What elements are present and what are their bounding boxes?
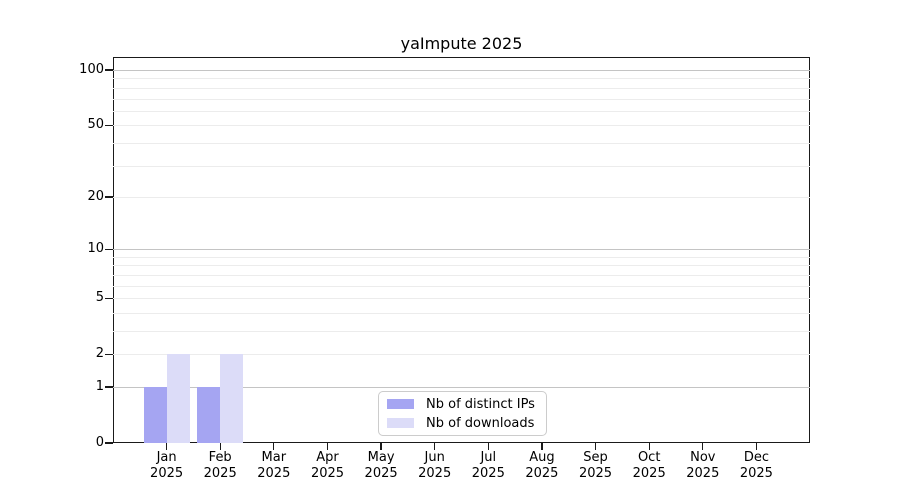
y-tick-mark (105, 386, 113, 388)
legend-entry-downloads: Nb of downloads (387, 416, 546, 431)
x-tick-year: 2025 (203, 466, 237, 481)
gridline-major (113, 70, 810, 71)
x-tick-month: May (367, 450, 395, 465)
x-tick-year: 2025 (686, 466, 720, 481)
y-tick-label: 20 (87, 188, 104, 204)
x-tick-month: Jul (480, 450, 497, 465)
y-tick-mark (105, 297, 113, 299)
gridline-minor (113, 312, 810, 314)
y-tick-label: 1 (95, 379, 104, 394)
x-tick-label: Feb 2025 (180, 450, 260, 482)
x-tick-label: Mar 2025 (234, 450, 314, 482)
y-tick-mark (105, 69, 113, 71)
y-tick-label: 2 (95, 346, 104, 362)
legend-entry-distinct-ips: Nb of distinct IPs (387, 397, 546, 412)
gridline-minor (113, 256, 810, 258)
y-tick-mark (105, 248, 113, 250)
x-tick-label: Jun 2025 (395, 450, 475, 482)
x-tick-mark (755, 443, 758, 450)
legend-label-downloads: Nb of downloads (426, 415, 535, 431)
gridline-minor (113, 125, 810, 127)
x-tick-year: 2025 (471, 466, 505, 481)
gridline-major (113, 387, 810, 388)
x-tick-label: Jan 2025 (127, 450, 207, 482)
gridline-minor (113, 98, 810, 100)
y-tick-mark (105, 124, 113, 126)
x-tick-mark (487, 443, 489, 450)
gridline-minor (113, 87, 810, 89)
y-tick-label: 50 (87, 117, 104, 133)
gridline-minor (113, 274, 810, 276)
x-tick-year: 2025 (525, 466, 559, 481)
bar-nb-of-distinct-ips (143, 387, 167, 443)
gridline-major (113, 249, 810, 251)
y-tick-mark (105, 196, 113, 198)
y-tick-mark (105, 442, 113, 444)
x-tick-label: Oct 2025 (609, 450, 689, 482)
x-tick-month: Apr (316, 450, 339, 465)
x-tick-label: Aug 2025 (502, 450, 582, 482)
x-tick-mark (326, 443, 329, 450)
x-tick-label: May 2025 (341, 450, 421, 482)
x-tick-year: 2025 (310, 466, 345, 481)
x-tick-mark (434, 443, 436, 450)
x-tick-month: Nov (690, 450, 716, 465)
y-tick-label: 100 (79, 62, 104, 77)
x-tick-year: 2025 (364, 466, 398, 481)
x-tick-month: Jun (424, 450, 445, 465)
gridline-minor (113, 298, 810, 300)
gridline-minor (113, 110, 810, 112)
plot-area (113, 57, 810, 443)
gridline-minor (113, 354, 810, 356)
x-tick-mark (541, 443, 543, 450)
y-tick-label: 0 (95, 435, 104, 450)
gridline-minor (113, 331, 810, 332)
x-tick-month: Aug (529, 450, 555, 465)
gridline-minor (113, 196, 810, 198)
x-tick-month: Jan (156, 450, 177, 465)
y-tick-label: 5 (95, 290, 104, 306)
x-tick-label: Nov 2025 (663, 450, 743, 482)
y-tick-mark (105, 353, 113, 355)
x-tick-month: Dec (743, 450, 769, 465)
x-tick-mark (219, 443, 221, 450)
bar-nb-of-downloads (166, 354, 190, 443)
legend-swatch-downloads (387, 418, 414, 428)
gridline-minor (113, 142, 810, 144)
x-tick-mark (648, 443, 650, 450)
x-tick-mark (273, 443, 275, 450)
gridline-minor (113, 165, 810, 167)
bar-nb-of-downloads (220, 354, 244, 443)
gridline-minor (113, 265, 810, 267)
x-tick-label: Apr 2025 (288, 450, 368, 482)
legend-label-distinct-ips: Nb of distinct IPs (426, 396, 535, 412)
x-tick-mark (594, 443, 597, 450)
x-tick-label: Dec 2025 (716, 450, 796, 482)
x-tick-mark (702, 443, 704, 450)
x-tick-year: 2025 (578, 466, 613, 481)
bar-nb-of-distinct-ips (197, 387, 221, 443)
x-tick-month: Sep (583, 450, 608, 465)
x-tick-year: 2025 (418, 466, 452, 481)
x-tick-month: Mar (261, 450, 287, 465)
x-tick-mark (165, 443, 168, 450)
x-tick-year: 2025 (739, 466, 773, 481)
x-tick-year: 2025 (632, 466, 666, 481)
legend: Nb of distinct IPs Nb of downloads (378, 391, 547, 436)
x-tick-year: 2025 (257, 466, 291, 481)
gridline-minor (113, 78, 810, 80)
x-tick-month: Oct (637, 450, 661, 465)
x-tick-label: Sep 2025 (556, 450, 636, 482)
chart-title: yaImpute 2025 (400, 34, 523, 53)
gridline-minor (113, 285, 810, 287)
legend-swatch-distinct-ips (387, 399, 414, 409)
x-tick-label: Jul 2025 (448, 450, 528, 482)
y-tick-label: 10 (87, 241, 104, 257)
x-tick-month: Feb (208, 450, 232, 465)
x-tick-year: 2025 (150, 466, 184, 481)
x-tick-mark (380, 443, 382, 450)
